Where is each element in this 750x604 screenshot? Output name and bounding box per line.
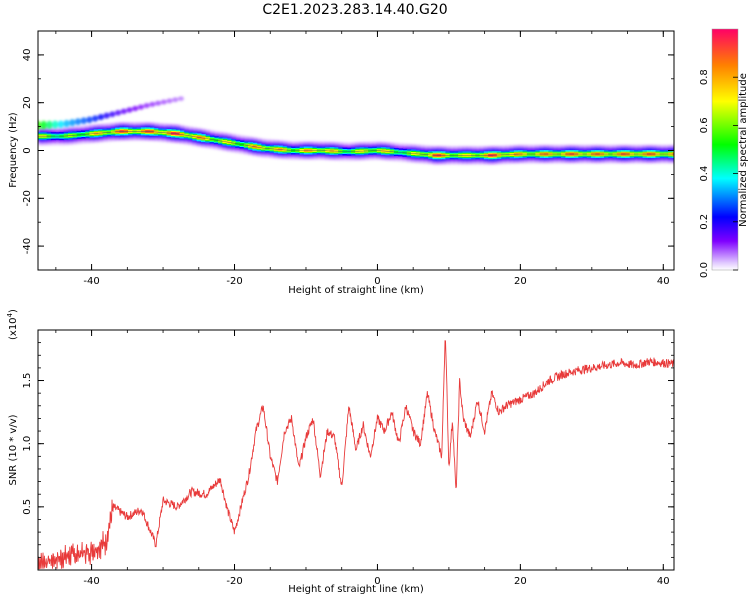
heatmap-cell — [86, 116, 93, 124]
spectrogram-x-tick-label: 40 — [657, 276, 670, 287]
heatmap-cell — [172, 97, 179, 103]
colorbar-tick-label: 0.4 — [699, 166, 710, 182]
heatmap-cell — [143, 103, 150, 109]
colorbar-tick-label: 0.6 — [699, 117, 710, 133]
colorbar-tick-label: 0.2 — [699, 214, 710, 230]
snr-scale-prefix: (x10 — [8, 317, 19, 340]
heatmap-cell — [92, 115, 99, 122]
snr-axes: -40 -20 0 20 40 0.5 1.0 1.5 — [22, 330, 674, 587]
snr-scale-exponent: 4 — [6, 312, 14, 317]
snr-x-tick-label: 40 — [657, 576, 670, 587]
snr-x-label: Height of straight line (km) — [288, 584, 424, 595]
heatmap-cell — [57, 120, 64, 129]
colorbar — [711, 28, 739, 271]
snr-x-tick-label: -20 — [226, 576, 242, 587]
spectrogram-heatmap — [38, 96, 674, 165]
spectrogram-y-tick-label: -40 — [22, 238, 33, 254]
snr-y-tick-label: 1.0 — [22, 436, 33, 452]
snr-x-tick-label: -40 — [83, 576, 99, 587]
colorbar-tick-label: 0.8 — [699, 69, 710, 85]
colorbar-ticks: 0.0 0.2 0.4 0.6 0.8 — [699, 69, 738, 278]
spectrogram-y-tick-label: -20 — [22, 190, 33, 206]
spectrogram-x-tick-label: 20 — [514, 276, 527, 287]
snr-scale-note: (x104) — [6, 309, 19, 340]
colorbar-frame — [711, 28, 739, 271]
heatmap-cell — [155, 100, 162, 106]
heatmap-cell — [38, 120, 41, 131]
spectrogram-y-tick-label: 0 — [22, 147, 33, 153]
colorbar-gradient — [712, 29, 738, 270]
heatmap-cell — [126, 107, 133, 113]
heatmap-cell — [97, 114, 104, 121]
heatmap-secondary-trail — [38, 96, 184, 131]
spectrogram-x-label: Height of straight line (km) — [288, 285, 424, 296]
spectrogram-x-tick-label: 0 — [374, 276, 380, 287]
heatmap-cell — [63, 119, 70, 128]
spectrogram-x-tick-label: -40 — [83, 276, 99, 287]
snr-y-tick-label: 1.5 — [22, 373, 33, 389]
spectrogram-axes: -40 -20 0 20 40 40 20 0 -20 -40 — [22, 30, 674, 287]
snr-plot-area — [38, 340, 674, 570]
spectrogram-x-tick-label: -20 — [226, 276, 242, 287]
snr-x-tick-label: 0 — [374, 576, 380, 587]
heatmap-cell — [109, 111, 116, 118]
heatmap-cell — [40, 120, 47, 130]
heatmap-cell — [52, 120, 59, 129]
snr-x-tick-label: 20 — [514, 576, 527, 587]
heatmap-cell — [115, 110, 122, 116]
heatmap-cell — [69, 119, 76, 127]
spectrogram-y-tick-label: 40 — [22, 49, 33, 62]
heatmap-cell — [166, 98, 173, 104]
colorbar-tick-label: 0.0 — [699, 262, 710, 278]
heatmap-cell — [137, 104, 144, 110]
heatmap-cell — [75, 118, 82, 126]
heatmap-cell — [132, 105, 139, 112]
snr-frame — [37, 329, 675, 571]
snr-scale-suffix: ) — [8, 309, 19, 313]
figure-title: C2E1.2023.283.14.40.G20 — [262, 2, 447, 18]
heatmap-cell — [149, 101, 156, 107]
snr-y-tick-label: 0.5 — [22, 499, 33, 515]
heatmap-cell — [46, 120, 53, 130]
snr-series-line — [38, 340, 674, 570]
svg-text:(x104): (x104) — [6, 309, 19, 340]
heatmap-ridge-contour — [38, 131, 674, 156]
spectrogram-y-tick-label: 20 — [22, 96, 33, 109]
heatmap-cell — [103, 112, 110, 119]
colorbar-label: Normalized spectral amplitude — [738, 73, 749, 227]
heatmap-cell — [120, 108, 127, 115]
snr-y-label: SNR (10 * v/v) — [8, 414, 19, 485]
heatmap-cell — [160, 99, 167, 105]
heatmap-cell — [177, 96, 184, 101]
spectrogram-y-label: Frequency (Hz) — [8, 112, 19, 188]
heatmap-cell — [80, 117, 87, 125]
